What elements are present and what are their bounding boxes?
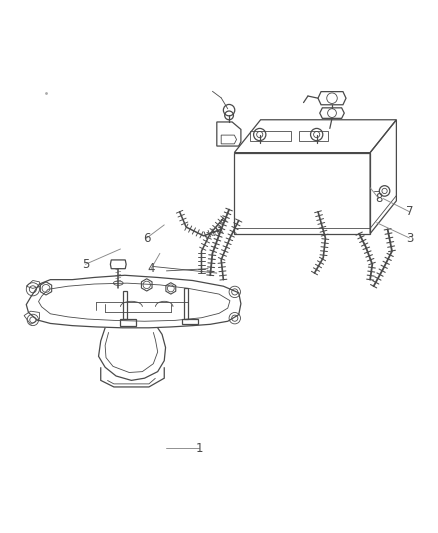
- Text: 7: 7: [406, 205, 413, 218]
- Text: 1: 1: [195, 442, 203, 455]
- Text: 3: 3: [406, 231, 413, 245]
- Text: 4: 4: [147, 262, 155, 275]
- Text: 8: 8: [375, 192, 382, 205]
- Text: 6: 6: [143, 231, 151, 245]
- Text: 5: 5: [82, 258, 89, 271]
